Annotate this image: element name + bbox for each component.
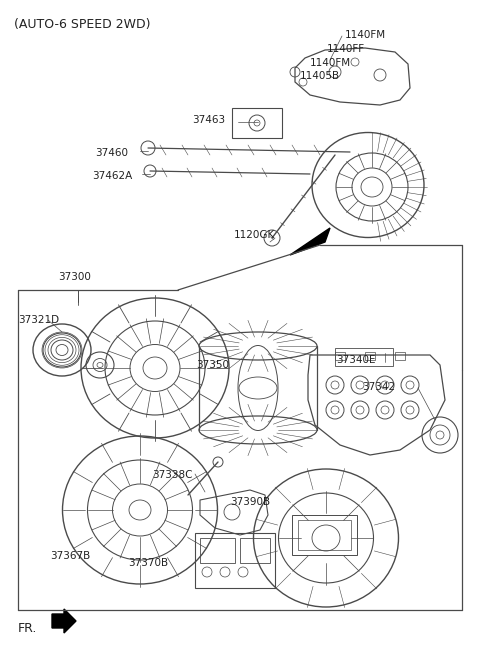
Text: 37390B: 37390B [230,497,270,507]
Bar [365,352,375,360]
Text: 37300: 37300 [58,272,91,282]
Text: 37342: 37342 [362,382,395,392]
Bar [395,352,405,360]
Text: 37367B: 37367B [50,551,90,561]
Bar [335,348,393,366]
Polygon shape [52,609,76,633]
Text: 1140FF: 1140FF [327,44,365,54]
Text: 11405B: 11405B [300,71,340,81]
Bar [292,515,357,555]
Text: FR.: FR. [18,622,37,635]
Text: (AUTO-6 SPEED 2WD): (AUTO-6 SPEED 2WD) [14,18,151,31]
Text: 37321D: 37321D [18,315,59,325]
Text: 37338C: 37338C [152,470,192,480]
Bar [195,533,275,588]
Text: 37370B: 37370B [128,558,168,568]
Text: 1120GK: 1120GK [234,230,275,240]
Text: 37463: 37463 [192,115,225,125]
Bar [335,352,345,360]
Bar [298,520,351,550]
Text: 1140FM: 1140FM [345,30,386,40]
Bar [232,108,282,138]
Text: 37460: 37460 [95,148,128,158]
Text: 1140FM: 1140FM [310,58,351,68]
Bar [200,538,235,563]
Text: 37462A: 37462A [92,171,132,181]
Bar [240,538,270,563]
Text: 37340E: 37340E [336,355,375,365]
Text: 37350: 37350 [196,360,229,370]
Polygon shape [290,228,330,255]
